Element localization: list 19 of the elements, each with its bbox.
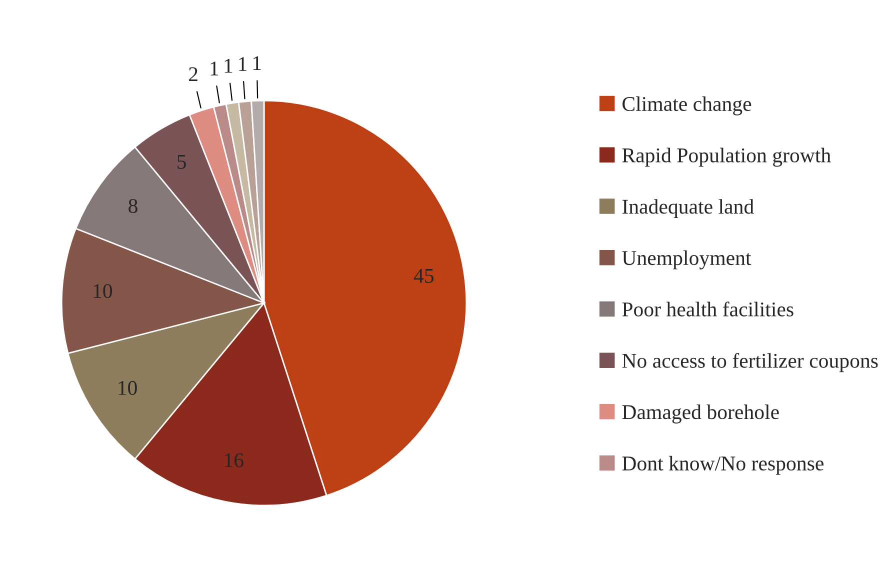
legend-label: Inadequate land — [622, 199, 754, 218]
data-label: 5 — [178, 154, 186, 169]
legend-label: Dont know/No response — [622, 456, 824, 475]
data-label: 1 — [224, 58, 232, 73]
data-label: 16 — [225, 453, 244, 468]
data-label: 45 — [414, 268, 434, 283]
data-label: 1 — [239, 57, 246, 71]
legend-label: No access to fertilizer coupons — [622, 352, 878, 372]
data-label: 10 — [94, 284, 112, 298]
data-label: 2 — [189, 67, 198, 82]
data-label: 10 — [118, 380, 137, 395]
legend-label: Unemployment — [622, 250, 752, 270]
data-label: 1 — [210, 62, 218, 76]
legend-label: Poor health facilities — [622, 302, 794, 316]
data-label: 8 — [128, 198, 138, 214]
legend-label: Climate change — [622, 96, 752, 116]
legend-label: Damaged borehole — [622, 404, 779, 424]
data-label: 1 — [253, 56, 261, 70]
legend-label: Rapid Population growth — [622, 148, 831, 167]
